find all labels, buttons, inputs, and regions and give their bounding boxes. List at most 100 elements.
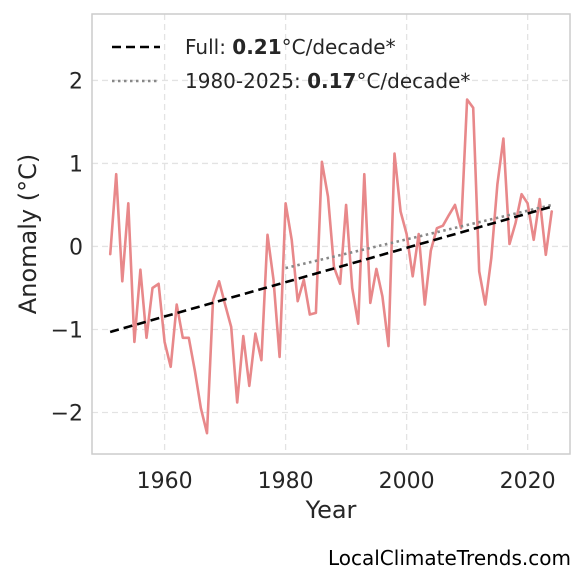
data-point — [206, 432, 208, 435]
data-point — [115, 173, 118, 176]
x-tick-label: 1980 — [258, 469, 314, 494]
data-point — [544, 253, 547, 256]
data-point — [514, 222, 517, 225]
data-point — [151, 287, 154, 289]
data-point — [363, 173, 366, 176]
legend: Full: 0.21°C/decade* 1980-2025: 0.17°C/d… — [112, 35, 470, 93]
data-point — [520, 193, 523, 195]
legend-recent-label: 1980-2025: 0.17°C/decade* — [185, 69, 470, 93]
legend-recent-prefix: 1980-2025: — [185, 69, 307, 93]
data-point — [254, 332, 257, 335]
data-point — [157, 283, 160, 285]
data-point — [532, 239, 535, 241]
data-point — [448, 214, 450, 216]
x-tick-label: 2020 — [500, 469, 556, 494]
data-point — [309, 313, 311, 316]
data-point — [296, 300, 299, 303]
data-point — [139, 268, 142, 271]
data-point — [351, 287, 353, 289]
data-point — [375, 268, 378, 270]
data-point — [472, 107, 474, 109]
data-point — [399, 210, 402, 213]
data-point — [224, 303, 226, 306]
data-point — [321, 160, 323, 163]
data-point — [169, 366, 172, 368]
y-tick-label: 0 — [69, 235, 83, 260]
x-ticks: 1960 1980 2000 2020 — [137, 469, 556, 494]
data-point — [109, 253, 111, 256]
data-point — [436, 227, 438, 229]
data-point — [327, 195, 329, 198]
data-point — [260, 359, 263, 361]
data-point — [339, 283, 341, 285]
data-point — [121, 280, 124, 283]
y-tick-label: −2 — [51, 401, 83, 426]
data-point — [133, 341, 136, 343]
data-point — [411, 275, 414, 278]
series-group — [108, 98, 554, 435]
data-point — [387, 345, 390, 347]
data-point — [526, 202, 529, 205]
data-point — [272, 278, 275, 281]
data-point — [127, 202, 130, 205]
legend-full-prefix: Full: — [185, 35, 232, 59]
data-point — [478, 270, 481, 273]
data-point — [496, 183, 499, 185]
data-point — [454, 204, 456, 206]
data-point — [290, 239, 293, 241]
x-tick-label: 2000 — [379, 469, 435, 494]
data-point — [551, 209, 553, 212]
data-point — [242, 335, 245, 337]
y-axis-label: Anomaly (°C) — [14, 154, 42, 314]
legend-full-suffix: °C/decade* — [282, 35, 396, 59]
data-point — [369, 302, 372, 304]
data-point — [278, 356, 281, 358]
data-point — [460, 227, 462, 229]
trend-lines — [109, 203, 553, 334]
data-point — [538, 198, 541, 200]
data-point — [466, 98, 468, 101]
data-point — [200, 407, 202, 410]
y-ticks: −2 −1 0 1 2 — [51, 69, 83, 426]
data-point — [381, 295, 384, 298]
data-point — [393, 152, 396, 155]
data-point — [163, 341, 166, 343]
y-tick-label: 1 — [69, 152, 83, 177]
data-point — [502, 137, 505, 140]
data-point — [417, 233, 420, 235]
data-point — [175, 303, 178, 306]
data-point — [188, 336, 190, 339]
legend-full-value: 0.21 — [232, 35, 281, 59]
data-point — [302, 278, 305, 281]
x-tick-label: 1960 — [137, 469, 193, 494]
data-point — [212, 299, 214, 302]
data-point — [508, 243, 511, 245]
data-point — [284, 202, 287, 205]
x-axis-label: Year — [305, 496, 357, 524]
data-point — [405, 233, 408, 235]
data-point — [181, 336, 184, 339]
series-line — [108, 98, 554, 435]
data-point — [194, 370, 196, 372]
data-point — [430, 249, 432, 252]
legend-recent-suffix: °C/decade* — [356, 69, 470, 93]
data-point — [315, 312, 317, 314]
legend-recent-value: 0.17 — [307, 69, 356, 93]
legend-full-label: Full: 0.21°C/decade* — [185, 35, 396, 59]
data-point — [357, 322, 360, 325]
trend-line-full — [109, 205, 553, 334]
data-point — [145, 336, 148, 339]
data-point — [490, 257, 493, 259]
data-point — [248, 385, 251, 387]
data-point — [230, 326, 232, 328]
data-point — [423, 303, 426, 306]
data-point — [218, 280, 220, 283]
data-point — [266, 234, 269, 236]
data-point — [236, 401, 239, 404]
plot-frame — [91, 13, 571, 455]
data-point — [442, 224, 444, 227]
y-tick-label: −1 — [51, 318, 83, 343]
data-point — [345, 204, 347, 206]
watermark-text: LocalClimateTrends.com — [327, 546, 571, 570]
